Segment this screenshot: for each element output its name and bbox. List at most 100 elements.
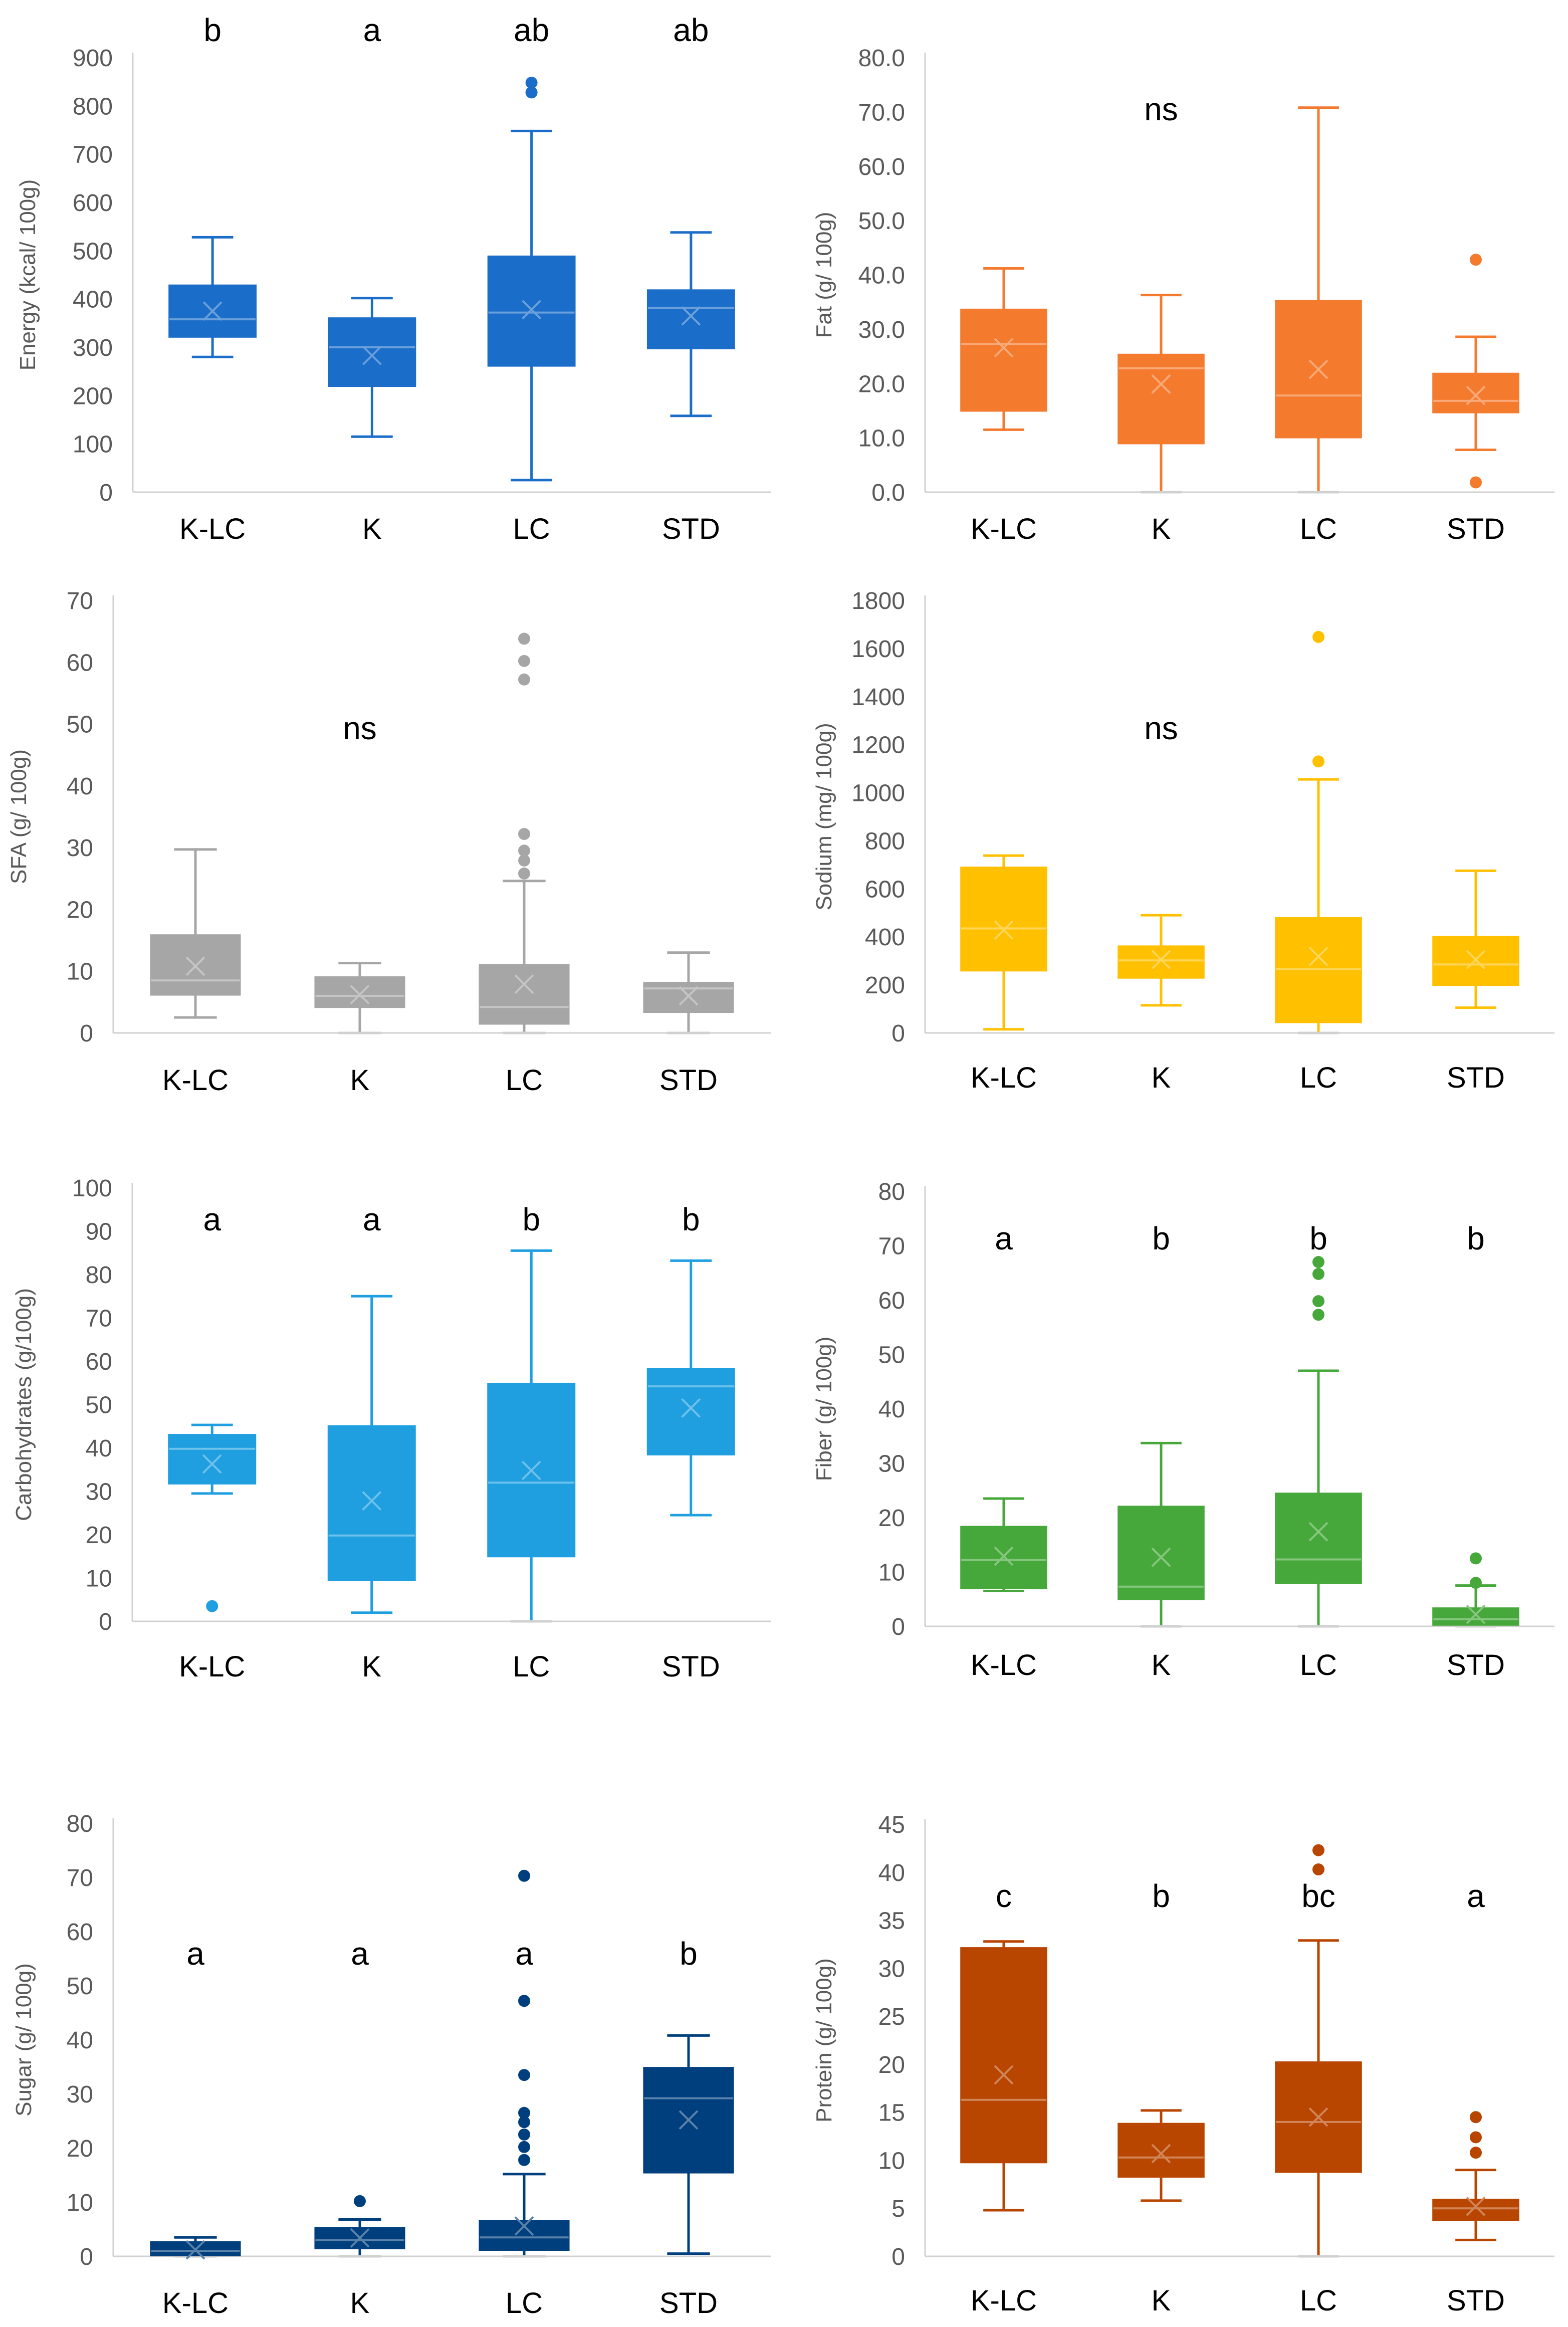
category-label: LC <box>513 513 550 545</box>
category-label: K <box>1152 513 1171 545</box>
y-tick-label: 50.0 <box>858 208 905 235</box>
y-tick-label: 20 <box>878 1505 905 1532</box>
significance-label: a <box>515 1936 533 1972</box>
category-label: STD <box>1447 1649 1505 1681</box>
mean-marker <box>1308 1522 1328 1542</box>
outlier-point <box>518 867 530 880</box>
iqr-box <box>646 1368 735 1455</box>
outlier-point <box>1470 1552 1482 1565</box>
box-k <box>1117 914 1205 1007</box>
iqr-box <box>1117 945 1205 979</box>
outlier-point <box>518 855 530 867</box>
y-tick-label: 200 <box>73 383 113 409</box>
y-tick-label: 60.0 <box>858 154 905 180</box>
box-k <box>1117 1441 1205 1628</box>
outlier-point <box>518 2129 530 2141</box>
category-label: LC <box>1300 2284 1337 2317</box>
box-k-lc <box>960 1940 1047 2212</box>
mean-marker <box>185 956 205 976</box>
mean-marker <box>994 338 1014 358</box>
category-label: STD <box>1447 2284 1505 2317</box>
outlier-point <box>518 828 530 840</box>
box-std <box>643 951 734 1034</box>
iqr-box <box>1275 1493 1362 1584</box>
iqr-box <box>1432 2198 1519 2221</box>
outlier-point <box>1312 1256 1324 1268</box>
mean-marker <box>350 985 370 1004</box>
outlier-point <box>1312 1844 1324 1856</box>
y-axis-title: Carbohydrates (g/100g) <box>12 1288 36 1521</box>
iqr-box <box>1432 1607 1519 1626</box>
y-tick-label: 80 <box>878 1179 905 1205</box>
iqr-box <box>1432 372 1519 413</box>
significance-label: a <box>186 1936 204 1972</box>
significance-label: ns <box>1144 710 1178 746</box>
y-axis-title: Fat (g/ 100g) <box>812 212 836 338</box>
mean-marker <box>202 301 222 321</box>
outlier-point <box>525 86 538 99</box>
y-tick-label: 1800 <box>851 588 905 614</box>
y-axis-title: Sugar (g/ 100g) <box>12 1963 36 2117</box>
box-lc <box>1275 106 1362 494</box>
y-tick-label: 0 <box>891 1020 905 1047</box>
iqr-box <box>168 1434 257 1485</box>
y-tick-label: 40 <box>86 1435 112 1462</box>
mean-marker <box>1308 947 1328 966</box>
y-axis-title: Sodium (mg/ 100g) <box>812 723 836 910</box>
box-lc <box>1275 1256 1362 1628</box>
y-tick-label: 70 <box>67 588 93 614</box>
mean-marker <box>1308 359 1328 379</box>
category-label: K-LC <box>162 2287 229 2319</box>
category-label: K-LC <box>971 1062 1037 1094</box>
y-tick-label: 20 <box>67 897 93 923</box>
mean-marker <box>1151 1547 1171 1567</box>
box-k-lc <box>960 267 1047 431</box>
outlier-point <box>1470 2131 1482 2144</box>
mean-marker <box>521 1460 541 1480</box>
iqr-box <box>328 317 416 387</box>
box-k <box>314 962 405 1034</box>
outlier-point <box>518 1995 530 2007</box>
y-tick-label: 20 <box>86 1522 112 1549</box>
iqr-box <box>314 976 405 1008</box>
y-tick-label: 25 <box>878 2004 905 2030</box>
iqr-box <box>643 982 734 1013</box>
significance-label: ns <box>1144 91 1178 127</box>
mean-marker <box>679 2110 699 2130</box>
category-label: STD <box>662 1650 720 1683</box>
sodium-chart: 0 200 400 600 800 1000 1200 1400 1600 1800 Sodium … <box>812 588 1554 1094</box>
category-label: K-LC <box>971 1649 1037 1681</box>
y-tick-label: 60 <box>86 1349 112 1375</box>
y-tick-label: 700 <box>73 142 113 168</box>
iqr-box <box>646 289 735 349</box>
y-tick-label: 10 <box>878 2148 905 2174</box>
y-tick-label: 70.0 <box>858 99 905 126</box>
y-tick-label: 10.0 <box>858 426 905 452</box>
outlier-point <box>1470 2111 1482 2124</box>
carbohydrates-chart: 0 10 20 30 40 50 60 70 80 90 100 Carbohydrates (g/1… <box>12 1175 771 1683</box>
box-k-lc <box>168 1423 257 1612</box>
y-axis-title: SFA (g/ 100g) <box>7 749 31 884</box>
outlier-point <box>518 632 530 645</box>
box-k <box>314 2195 405 2258</box>
box-lc <box>479 1869 570 2258</box>
y-tick-label: 20 <box>67 2136 93 2162</box>
y-tick-label: 30 <box>86 1479 112 1506</box>
outlier-point <box>1470 254 1482 266</box>
fiber-chart: 0 10 20 30 40 50 60 70 80 Fiber (g/ 100g) K-LC K LC S… <box>812 1179 1554 1681</box>
y-tick-label: 900 <box>73 45 113 72</box>
y-tick-label: 40 <box>878 1860 905 1886</box>
category-label: K <box>362 513 382 545</box>
mean-marker <box>1466 385 1486 405</box>
category-label: K-LC <box>971 513 1037 545</box>
significance-label: b <box>1467 1220 1485 1256</box>
box-lc <box>479 632 570 1034</box>
significance-label: a <box>351 1936 369 1972</box>
y-axis-title: Protein (g/ 100g) <box>812 1958 836 2123</box>
y-tick-label: 0 <box>99 480 113 506</box>
box-k-lc <box>150 848 241 1019</box>
y-tick-label: 400 <box>73 287 113 313</box>
fat-chart: 0.0 10.0 20.0 30.0 40.0 50.0 60.0 70.0 80.0 Fat (… <box>812 45 1554 545</box>
significance-label: ab <box>514 12 549 48</box>
box-std <box>1432 254 1519 489</box>
